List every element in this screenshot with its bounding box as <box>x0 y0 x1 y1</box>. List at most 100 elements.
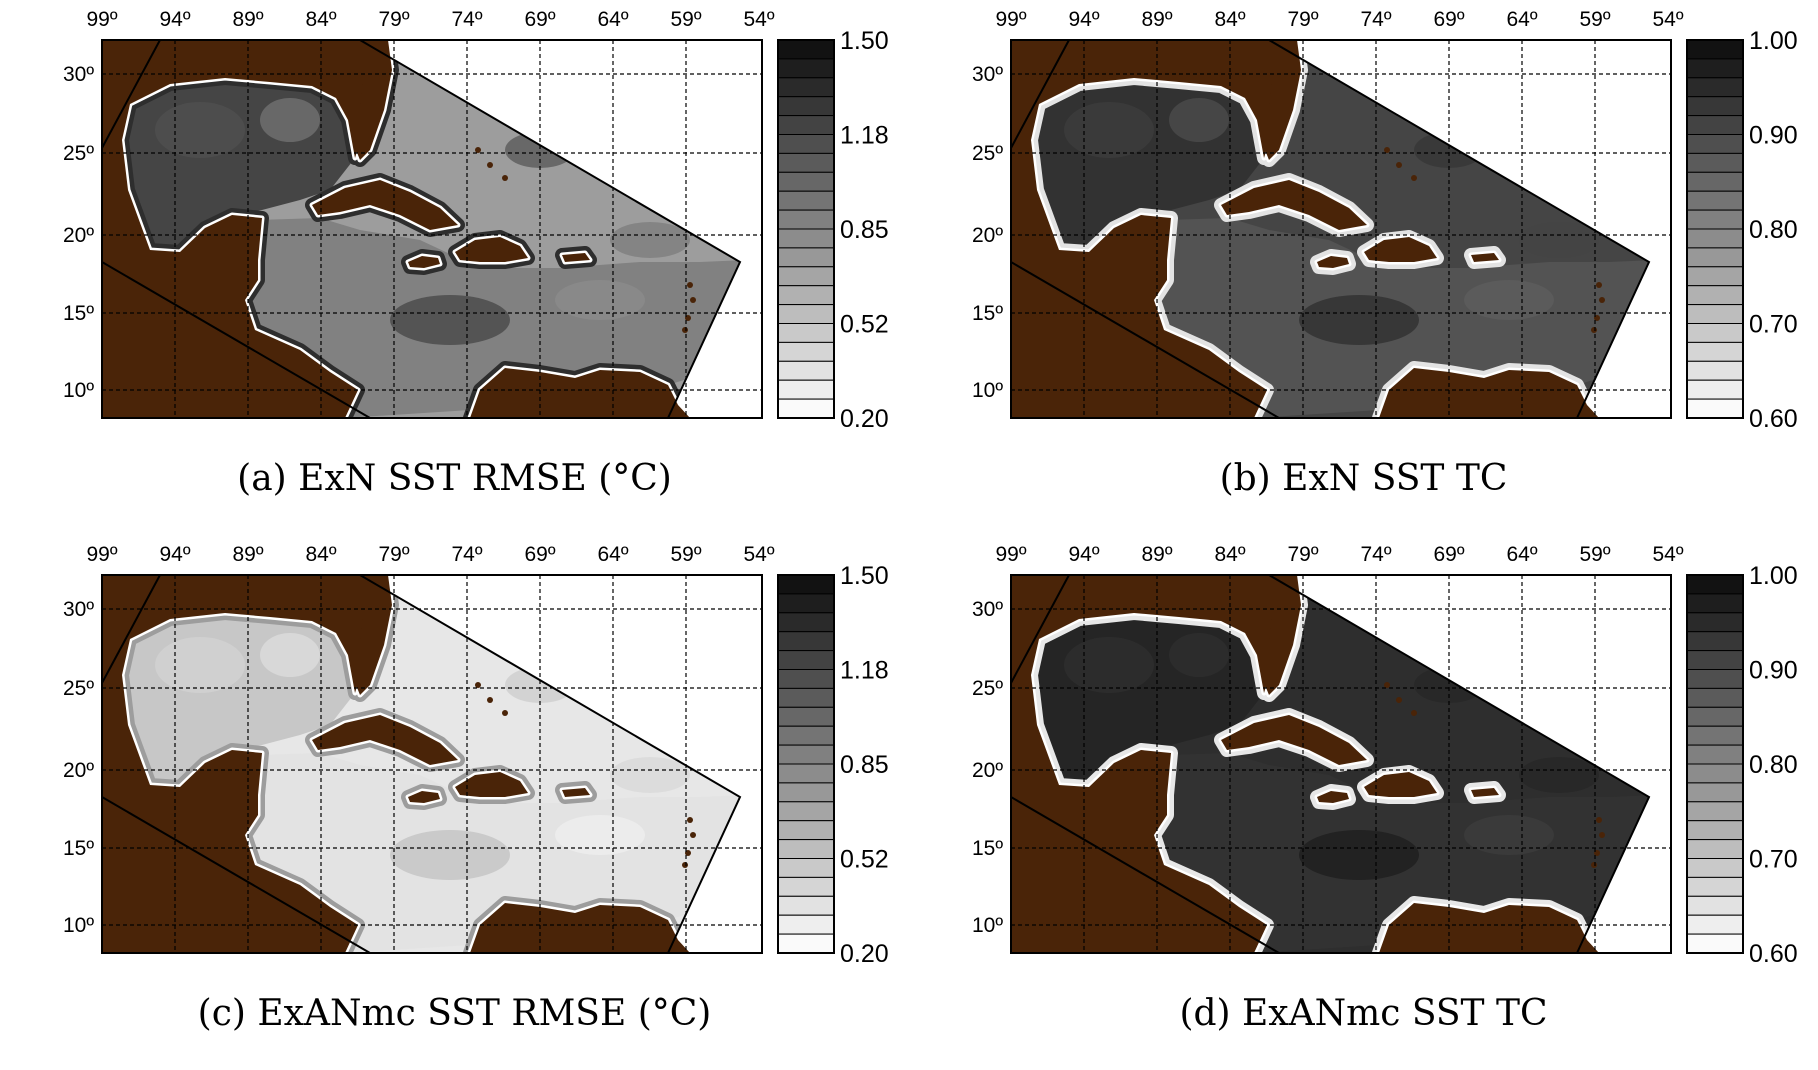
colorbar-level <box>777 360 835 381</box>
lon-tick-label: 74º <box>1360 8 1391 31</box>
map-frame <box>1010 39 1672 419</box>
lat-tick-label: 25º <box>972 677 1003 700</box>
colorbar-tick-label: 1.18 <box>840 657 889 685</box>
field-texture <box>260 98 320 142</box>
small-island <box>1596 282 1602 288</box>
domain-boundary <box>101 574 161 684</box>
colorbar-level <box>777 725 835 746</box>
colorbar-level <box>777 39 835 60</box>
colorbar-level <box>1686 574 1744 595</box>
colorbar-level <box>777 612 835 633</box>
colorbar-level <box>777 266 835 287</box>
land-mass <box>352 40 392 160</box>
field-texture <box>610 222 690 258</box>
colorbar-level <box>777 152 835 173</box>
colorbar-level <box>777 379 835 400</box>
lat-tick-label: 15º <box>972 302 1003 325</box>
lon-tick-label: 54º <box>743 543 774 566</box>
colorbar-tick-label: 1.18 <box>840 122 889 150</box>
colorbar-tick-label: 0.60 <box>1749 940 1798 968</box>
colorbar-level <box>777 763 835 784</box>
land-mass <box>1471 253 1499 262</box>
colorbar-level <box>777 839 835 860</box>
colorbar-level <box>1686 801 1744 822</box>
colorbar-level <box>777 801 835 822</box>
lon-tick-label: 74º <box>451 543 482 566</box>
colorbar-tick-label: 1.50 <box>840 27 889 55</box>
lon-tick-label: 94º <box>159 8 190 31</box>
field-texture <box>610 757 690 793</box>
land-mass <box>455 772 528 797</box>
land-mass <box>1471 788 1499 797</box>
small-island <box>1396 697 1402 703</box>
colorbar-level <box>1686 820 1744 841</box>
lon-tick-label: 89º <box>1141 543 1172 566</box>
map-c: 99º 94º 89º 84º 79º 74º 69º 64º 59º 54º 30º 25º 20º 1… <box>63 543 889 968</box>
colorbar-level <box>777 228 835 249</box>
colorbar-level <box>1686 744 1744 765</box>
colorbar-level <box>1686 341 1744 362</box>
colorbar-level <box>1686 782 1744 803</box>
field-texture <box>155 102 245 158</box>
colorbar-level <box>1686 58 1744 79</box>
field-texture <box>1064 637 1154 693</box>
land-mass <box>1011 40 1281 418</box>
colorbar-level <box>1686 152 1744 173</box>
lat-tick-label: 10º <box>63 914 94 937</box>
colorbar-level <box>1686 96 1744 117</box>
land-mass <box>562 788 590 797</box>
domain-boundary <box>101 261 371 419</box>
small-island <box>502 175 508 181</box>
colorbar-level <box>1686 631 1744 652</box>
land-mass <box>102 575 372 953</box>
colorbar-level <box>1686 171 1744 192</box>
colorbar-level <box>1686 612 1744 633</box>
land-mass <box>352 575 392 695</box>
lon-tick-label: 54º <box>743 8 774 31</box>
colorbar-level <box>777 285 835 306</box>
lon-tick-label: 74º <box>451 8 482 31</box>
small-island <box>1384 147 1390 153</box>
domain-boundary <box>101 39 161 149</box>
lon-tick-label: 79º <box>1287 543 1318 566</box>
land-mass <box>1221 180 1367 230</box>
colorbar-level <box>1686 914 1744 935</box>
colorbar-level <box>777 744 835 765</box>
domain-boundary <box>1010 574 1070 684</box>
field-texture <box>1519 757 1599 793</box>
small-island <box>475 682 481 688</box>
lat-tick-label: 25º <box>63 677 94 700</box>
small-island <box>487 162 493 168</box>
domain-boundary <box>359 39 742 419</box>
lon-tick-label: 84º <box>1214 543 1245 566</box>
colorbar-level <box>1686 725 1744 746</box>
small-island <box>502 710 508 716</box>
colorbar-level <box>1686 77 1744 98</box>
colorbar-level <box>1686 858 1744 878</box>
lon-tick-label: 59º <box>1579 8 1610 31</box>
colorbar-tick-label: 1.00 <box>1749 562 1798 590</box>
colorbar-tick-label: 1.50 <box>840 562 889 590</box>
colorbar-tick-label: 0.52 <box>840 311 889 339</box>
panel-d: 99º 94º 89º 84º 79º 74º 69º 64º 59º 54º 30º 25º 20º 1… <box>909 535 1818 1070</box>
lon-tick-label: 69º <box>524 8 555 31</box>
colorbar-level <box>777 669 835 689</box>
colorbar-level <box>777 593 835 614</box>
colorbar-frame <box>1686 39 1744 419</box>
lon-tick-label: 99º <box>86 8 117 31</box>
caption-b: (b) ExN SST TC <box>1219 458 1508 499</box>
colorbar-tick-label: 0.20 <box>840 405 889 433</box>
field-texture <box>155 637 245 693</box>
land-mass <box>470 368 690 418</box>
land-mass <box>470 903 690 953</box>
colorbar-level <box>777 631 835 652</box>
colorbar-level <box>777 58 835 79</box>
lat-tick-label: 20º <box>63 759 94 782</box>
colorbar-level <box>777 323 835 343</box>
lat-tick-label: 20º <box>63 224 94 247</box>
colorbar-tick-label: 0.80 <box>1749 216 1798 244</box>
colorbar-level <box>777 96 835 117</box>
lat-tick-label: 25º <box>63 142 94 165</box>
field-texture <box>1464 280 1554 320</box>
lon-tick-label: 94º <box>1068 543 1099 566</box>
